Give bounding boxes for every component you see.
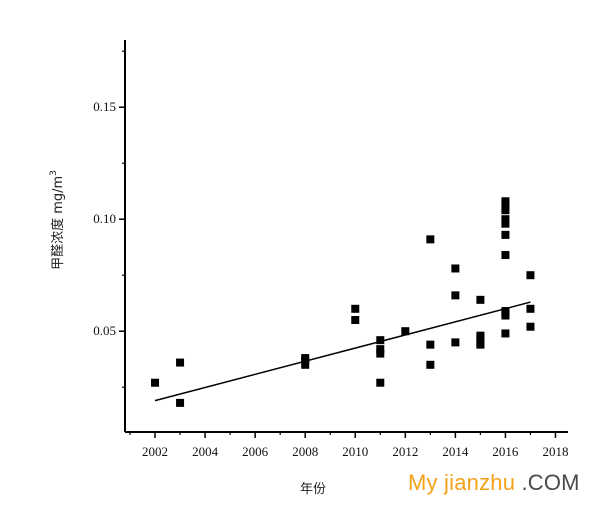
data-point xyxy=(501,251,510,260)
y-axis-title-text: 甲醛浓度 mg/m xyxy=(50,176,66,270)
data-point xyxy=(376,378,385,387)
x-tick-label: 2006 xyxy=(242,444,269,459)
x-axis-title: 年份 xyxy=(300,482,326,497)
data-point xyxy=(176,358,185,367)
data-points xyxy=(151,197,535,407)
data-point xyxy=(501,219,510,228)
data-point xyxy=(426,340,435,349)
data-point xyxy=(501,311,510,320)
watermark-main-text: My jianzhu xyxy=(408,470,516,495)
data-point xyxy=(526,322,535,331)
data-point xyxy=(501,215,510,224)
data-point xyxy=(426,360,435,369)
x-tick-label: 2008 xyxy=(292,444,318,459)
data-point xyxy=(451,338,460,347)
data-point xyxy=(501,230,510,239)
x-tick-label: 2010 xyxy=(342,444,368,459)
x-tick-label: 2014 xyxy=(442,444,469,459)
x-tick-label: 2004 xyxy=(192,444,219,459)
data-point xyxy=(151,378,160,387)
data-point xyxy=(501,329,510,338)
x-tick-label: 2002 xyxy=(142,444,168,459)
data-point xyxy=(451,264,460,273)
trend-line xyxy=(154,301,531,402)
y-axis-title: 甲醛浓度 mg/m3 xyxy=(49,170,66,270)
site-watermark: My jianzhu .COM xyxy=(408,470,580,496)
data-point xyxy=(526,304,535,313)
data-point xyxy=(501,206,510,215)
y-axis-title-superscript: 3 xyxy=(49,170,59,176)
x-tick-label: 2016 xyxy=(492,444,519,459)
data-point xyxy=(301,356,310,365)
y-tick-label: 0.10 xyxy=(93,211,116,226)
y-tick-label: 0.15 xyxy=(93,99,116,114)
data-point xyxy=(351,304,360,313)
data-point xyxy=(476,333,485,342)
data-point xyxy=(376,349,385,358)
data-point xyxy=(526,271,535,280)
watermark-suffix-text: .COM xyxy=(521,470,580,495)
data-point xyxy=(301,360,310,369)
x-axis-ticks: 2002 2004 2006 2008 2010 2012 2014 2016 2018 xyxy=(129,432,568,459)
data-point xyxy=(501,197,510,206)
axes xyxy=(124,40,568,433)
trend-line-group xyxy=(154,301,531,402)
data-point xyxy=(451,291,460,300)
data-point xyxy=(476,340,485,349)
data-point xyxy=(501,201,510,210)
data-point xyxy=(376,336,385,345)
y-tick-label: 0.05 xyxy=(93,323,116,338)
y-axis-ticks: 0.05 0.10 0.15 xyxy=(93,50,125,388)
data-point xyxy=(376,345,385,354)
data-point xyxy=(476,295,485,304)
data-point xyxy=(351,316,360,324)
data-point xyxy=(176,398,185,407)
data-point xyxy=(401,327,410,336)
data-point xyxy=(426,235,435,244)
x-tick-label: 2012 xyxy=(392,444,418,459)
x-tick-label: 2018 xyxy=(542,444,568,459)
